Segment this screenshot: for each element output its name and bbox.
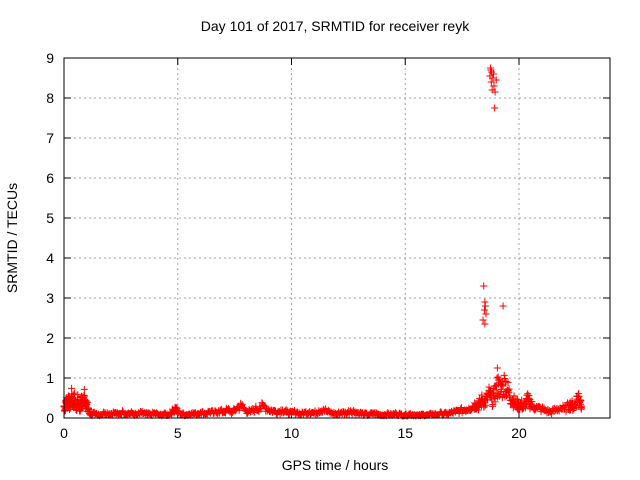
x-tick-label: 20 (511, 425, 527, 441)
data-point (83, 398, 91, 406)
data-point (494, 389, 502, 397)
data-point-outlier (491, 88, 499, 96)
data-point (259, 401, 267, 409)
data-point-outlier (487, 66, 495, 74)
data-point (501, 393, 509, 401)
x-axis-label: GPS time / hours (282, 457, 389, 473)
data-point (228, 410, 236, 418)
data-point-outlier (490, 82, 498, 90)
grid (64, 58, 610, 418)
data-point-outlier (491, 104, 499, 112)
y-tick-label: 3 (46, 290, 54, 306)
data-point-outlier (490, 70, 498, 78)
data-point-outlier (481, 320, 489, 328)
y-tick-label: 2 (46, 330, 54, 346)
data-point-outlier (479, 316, 487, 324)
y-tick-label: 4 (46, 250, 54, 266)
data-point (525, 392, 533, 400)
data-point (491, 398, 499, 406)
plot-frame (63, 57, 611, 419)
data-point (80, 385, 88, 393)
data-point (577, 396, 585, 404)
data-point (498, 381, 506, 389)
data-point-outlier (499, 302, 507, 310)
x-tick-label: 0 (60, 425, 68, 441)
data-point (495, 392, 503, 400)
y-axis-label: SRMTID / TECUs (4, 183, 20, 293)
data-point-outlier (480, 282, 488, 290)
data-point-outlier (492, 76, 500, 84)
data-point (535, 402, 543, 410)
data-point (488, 388, 496, 396)
data-point (118, 407, 126, 415)
y-tick-label: 8 (46, 90, 54, 106)
y-tick-label: 7 (46, 130, 54, 146)
data-point (485, 383, 493, 391)
data-point (252, 402, 260, 410)
y-tick-label: 9 (46, 50, 54, 66)
data-point (578, 402, 586, 410)
x-tick-label: 5 (174, 425, 182, 441)
data-point (256, 404, 264, 412)
data-point (70, 389, 78, 397)
data-point (524, 390, 532, 398)
data-point-outlier (493, 364, 501, 372)
y-tick-label: 6 (46, 170, 54, 186)
data-point (80, 391, 88, 399)
x-tick-label: 10 (284, 425, 300, 441)
y-tick-label: 5 (46, 210, 54, 226)
data-point-outlier (482, 310, 490, 318)
data-point (480, 403, 488, 411)
data-point (474, 406, 482, 414)
data-point-outlier (481, 302, 489, 310)
points (60, 64, 586, 420)
data-point (505, 385, 513, 393)
x-tick-label: 15 (397, 425, 413, 441)
chart-title: Day 101 of 2017, SRMTID for receiver rey… (201, 18, 470, 34)
data-point (504, 378, 512, 386)
data-point-outlier (495, 376, 503, 384)
ticks: 0 1 2 3 4 5 6 7 8 9 0 5 10 15 20 (46, 50, 610, 441)
y-tick-label: 1 (46, 370, 54, 386)
y-tick-label: 0 (46, 410, 54, 426)
data-point (482, 401, 490, 409)
data-point (276, 410, 284, 418)
data-point-outlier (487, 78, 495, 86)
data-point-outlier (497, 380, 505, 388)
data-point (271, 406, 279, 414)
data-point-outlier (480, 306, 488, 314)
